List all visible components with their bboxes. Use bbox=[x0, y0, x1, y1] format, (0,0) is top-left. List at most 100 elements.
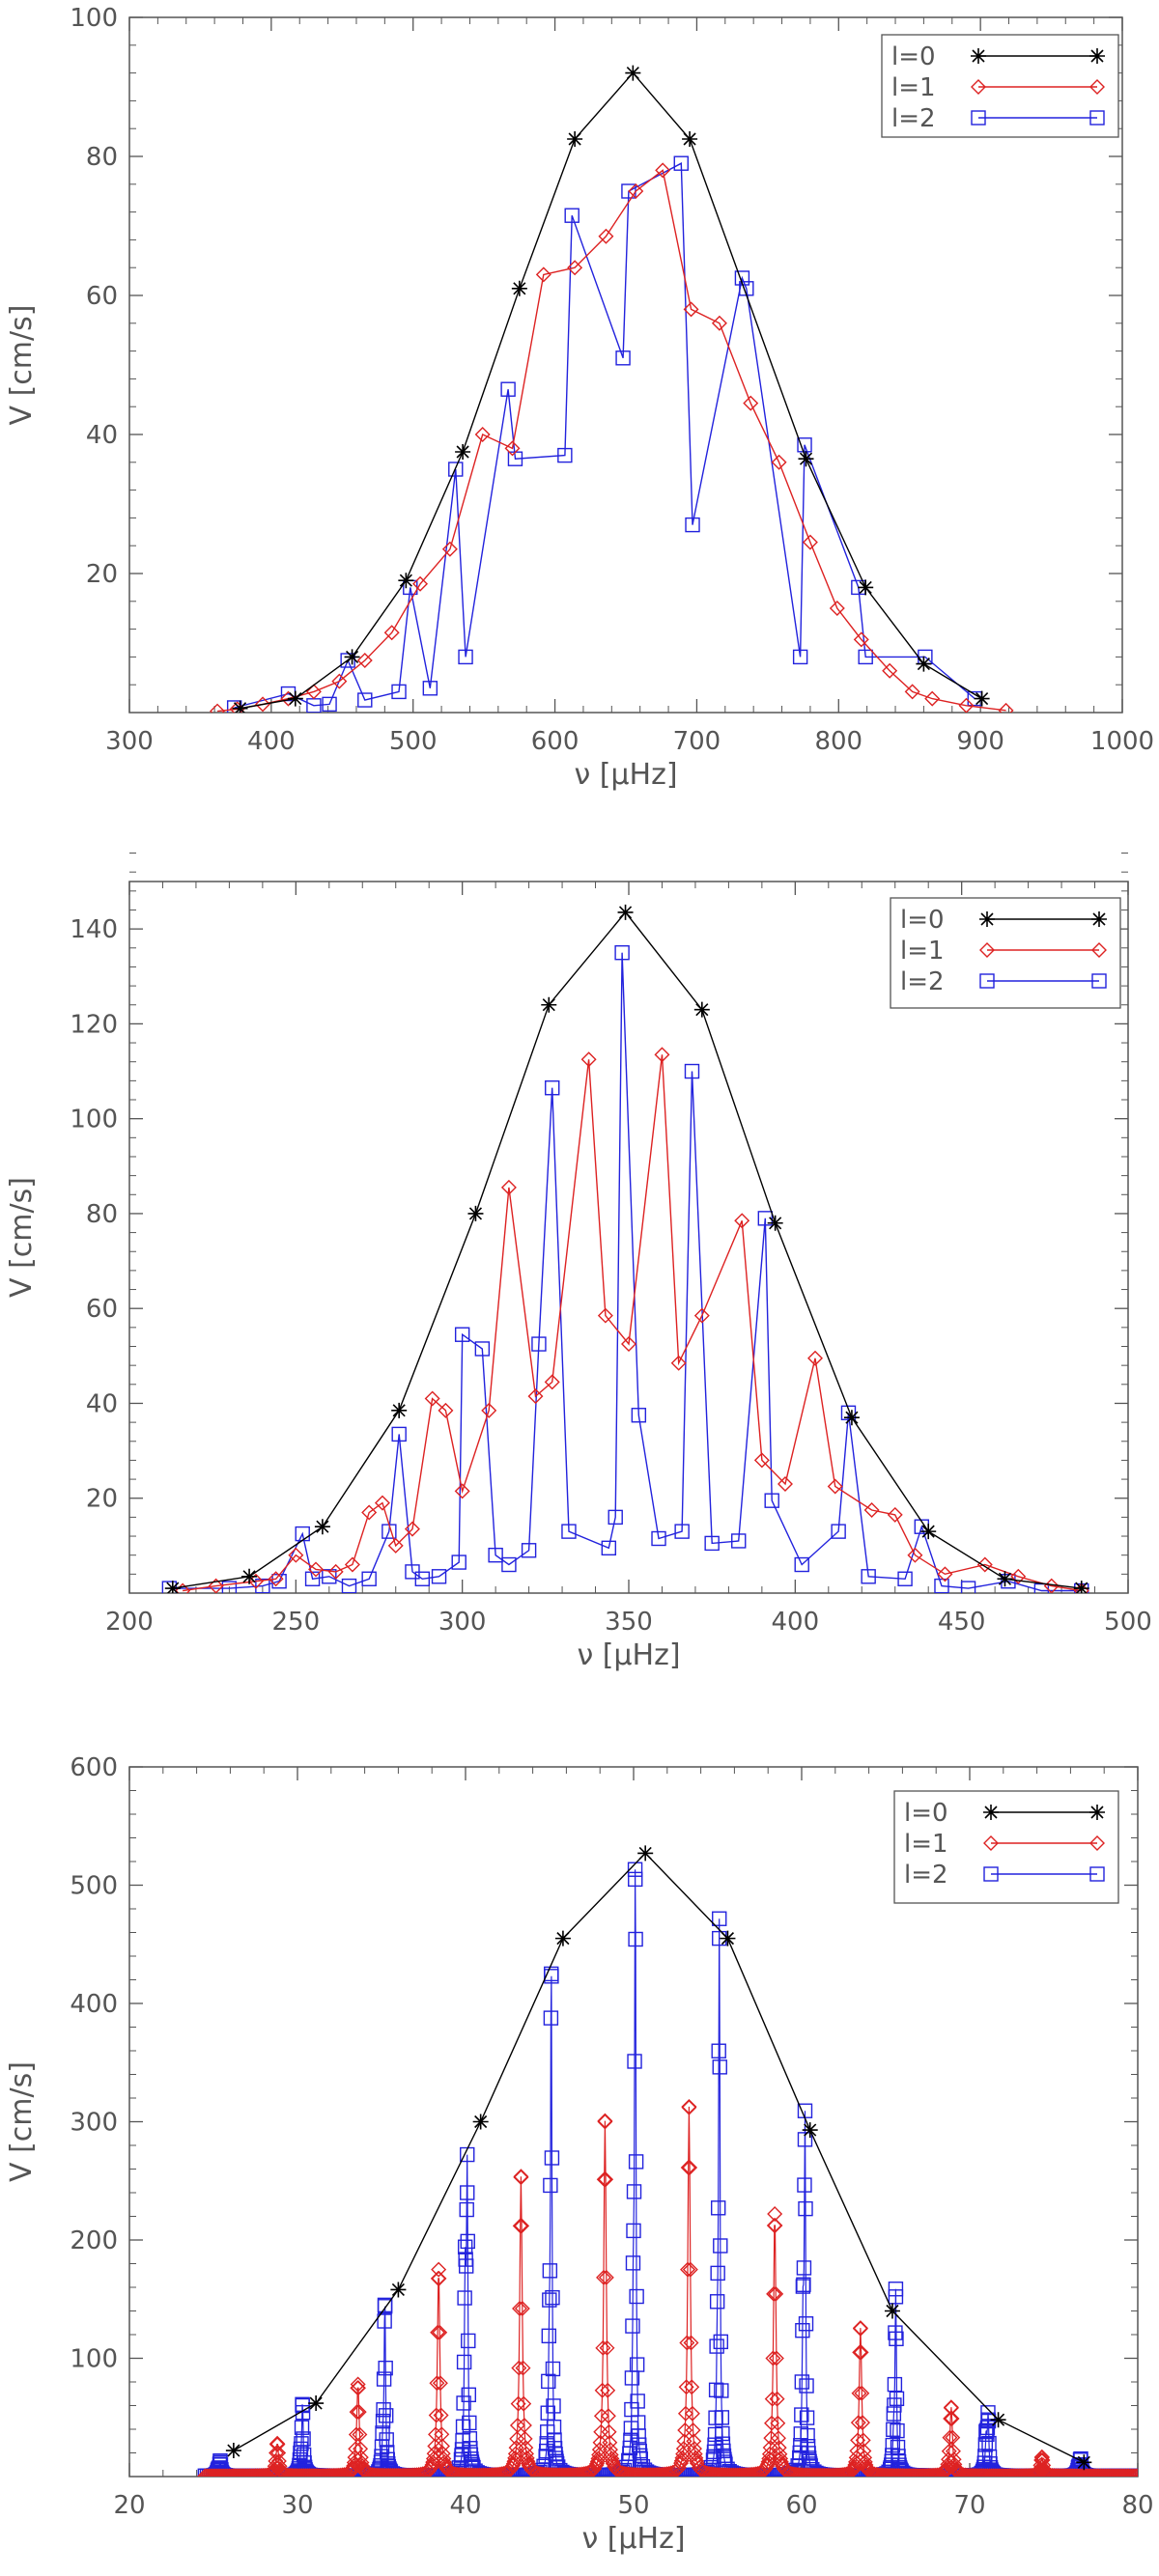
data-point bbox=[1124, 2468, 1138, 2477]
data-point bbox=[384, 2467, 401, 2477]
series-line bbox=[169, 952, 1082, 1592]
data-point bbox=[428, 2407, 444, 2423]
data-point bbox=[515, 2360, 531, 2376]
peak-point bbox=[431, 2261, 447, 2278]
data-point bbox=[680, 2261, 696, 2278]
data-point bbox=[294, 2436, 309, 2451]
data-point bbox=[621, 1336, 636, 1353]
x-axis-label: ν [μHz] bbox=[574, 758, 677, 792]
data-point bbox=[627, 2054, 642, 2069]
data-point bbox=[378, 2360, 393, 2376]
legend-box bbox=[893, 1790, 1119, 1904]
data-point bbox=[764, 2391, 780, 2407]
data-point bbox=[889, 2331, 904, 2347]
data-point bbox=[1073, 1581, 1089, 1593]
data-point bbox=[794, 1556, 809, 1573]
data-point bbox=[576, 2466, 592, 2477]
data-point bbox=[709, 2294, 725, 2310]
data-point bbox=[766, 2285, 782, 2302]
data-point bbox=[430, 2324, 446, 2340]
data-point bbox=[829, 601, 845, 616]
y-tick-label: 60 bbox=[86, 1295, 118, 1324]
data-point bbox=[764, 1493, 779, 1508]
data-point bbox=[770, 2415, 786, 2431]
data-point bbox=[390, 2282, 407, 2298]
data-point bbox=[287, 690, 303, 707]
data-point bbox=[391, 684, 407, 700]
data-point bbox=[509, 2417, 525, 2433]
legend-marker bbox=[979, 942, 995, 958]
data-point bbox=[494, 2466, 510, 2477]
legend-marker bbox=[983, 1866, 999, 1882]
data-point bbox=[685, 517, 700, 533]
data-point bbox=[543, 2010, 559, 2026]
data-point bbox=[225, 2443, 241, 2459]
x-tick-label: 50 bbox=[617, 2491, 649, 2520]
legend-marker bbox=[971, 110, 986, 126]
data-point bbox=[597, 1307, 613, 1324]
series-l2 bbox=[197, 1862, 1138, 2477]
data-point bbox=[857, 2453, 873, 2470]
data-point bbox=[348, 2426, 364, 2443]
data-point bbox=[1076, 2454, 1092, 2471]
data-point bbox=[623, 2432, 638, 2448]
data-point bbox=[412, 2466, 429, 2477]
data-point bbox=[598, 2171, 614, 2188]
data-point bbox=[448, 462, 464, 477]
data-point bbox=[598, 228, 614, 244]
data-point bbox=[763, 2430, 779, 2447]
legend-box bbox=[890, 897, 1121, 1009]
x-tick-label: 60 bbox=[785, 2491, 817, 2520]
data-point bbox=[767, 1215, 783, 1231]
data-point bbox=[457, 2239, 473, 2254]
data-point bbox=[853, 2344, 869, 2361]
data-point bbox=[850, 2432, 866, 2449]
data-point bbox=[599, 2339, 615, 2356]
x-tick-label: 400 bbox=[772, 1608, 820, 1637]
data-point bbox=[843, 1410, 860, 1426]
data-point bbox=[595, 2339, 611, 2356]
data-point bbox=[631, 2428, 646, 2444]
data-point bbox=[622, 2440, 638, 2456]
data-point bbox=[934, 1578, 949, 1593]
legend-marker bbox=[971, 48, 986, 64]
data-point bbox=[943, 2410, 959, 2426]
data-point bbox=[858, 2457, 874, 2474]
data-point bbox=[257, 2467, 273, 2477]
data-point bbox=[920, 1524, 937, 1540]
data-point bbox=[488, 1547, 503, 1563]
peak-point bbox=[852, 2320, 868, 2337]
data-point bbox=[675, 2441, 692, 2457]
data-point bbox=[798, 2200, 813, 2217]
data-point bbox=[431, 1569, 447, 1584]
x-tick-label: 900 bbox=[956, 727, 1004, 756]
data-point bbox=[221, 2468, 238, 2477]
data-point bbox=[693, 1001, 710, 1018]
data-point bbox=[344, 649, 360, 665]
legend-marker bbox=[1091, 973, 1107, 989]
data-point bbox=[255, 696, 271, 713]
legend-marker bbox=[979, 911, 995, 927]
x-tick-label: 200 bbox=[105, 1608, 154, 1637]
data-point bbox=[944, 2410, 960, 2426]
data-point bbox=[593, 2408, 609, 2424]
data-point bbox=[327, 1563, 344, 1580]
data-point bbox=[710, 2200, 726, 2216]
legend-label: l=0 bbox=[891, 42, 936, 71]
data-point bbox=[391, 1402, 408, 1418]
data-point bbox=[512, 2218, 528, 2234]
data-point bbox=[627, 1862, 643, 1877]
data-point bbox=[779, 2464, 796, 2477]
data-point bbox=[680, 2159, 696, 2175]
data-point bbox=[853, 631, 869, 648]
data-point bbox=[459, 2201, 474, 2218]
data-point bbox=[798, 2316, 814, 2332]
x-tick-label: 30 bbox=[281, 2491, 313, 2520]
data-point bbox=[794, 2374, 810, 2390]
data-point bbox=[456, 2354, 472, 2370]
data-point bbox=[858, 649, 873, 665]
data-point bbox=[544, 2150, 560, 2166]
data-point bbox=[628, 1931, 643, 1947]
series-l1 bbox=[175, 1047, 1089, 1593]
data-point bbox=[916, 656, 932, 672]
